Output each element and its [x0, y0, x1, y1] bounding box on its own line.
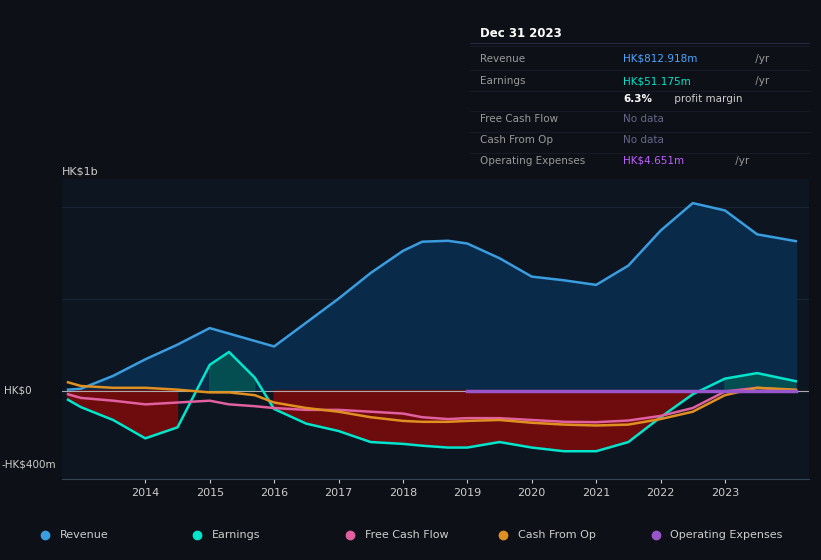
Text: HK$51.175m: HK$51.175m	[623, 76, 690, 86]
Text: Free Cash Flow: Free Cash Flow	[479, 114, 558, 124]
Text: Earnings: Earnings	[213, 530, 261, 540]
Text: Revenue: Revenue	[479, 54, 525, 64]
Text: Revenue: Revenue	[60, 530, 108, 540]
Text: Operating Expenses: Operating Expenses	[671, 530, 782, 540]
Text: /yr: /yr	[752, 54, 769, 64]
Text: HK$0: HK$0	[4, 386, 32, 395]
Text: /yr: /yr	[752, 76, 769, 86]
Text: Dec 31 2023: Dec 31 2023	[479, 27, 562, 40]
Text: No data: No data	[623, 135, 664, 145]
Text: profit margin: profit margin	[671, 94, 742, 104]
Text: 6.3%: 6.3%	[623, 94, 652, 104]
Text: -HK$400m: -HK$400m	[2, 459, 57, 469]
Text: /yr: /yr	[732, 156, 750, 166]
Text: No data: No data	[623, 114, 664, 124]
Text: Operating Expenses: Operating Expenses	[479, 156, 585, 166]
Text: Cash From Op: Cash From Op	[518, 530, 595, 540]
Text: HK$812.918m: HK$812.918m	[623, 54, 697, 64]
Text: HK$1b: HK$1b	[62, 166, 99, 176]
Text: Cash From Op: Cash From Op	[479, 135, 553, 145]
Text: HK$4.651m: HK$4.651m	[623, 156, 684, 166]
Text: Free Cash Flow: Free Cash Flow	[365, 530, 448, 540]
Text: Earnings: Earnings	[479, 76, 525, 86]
